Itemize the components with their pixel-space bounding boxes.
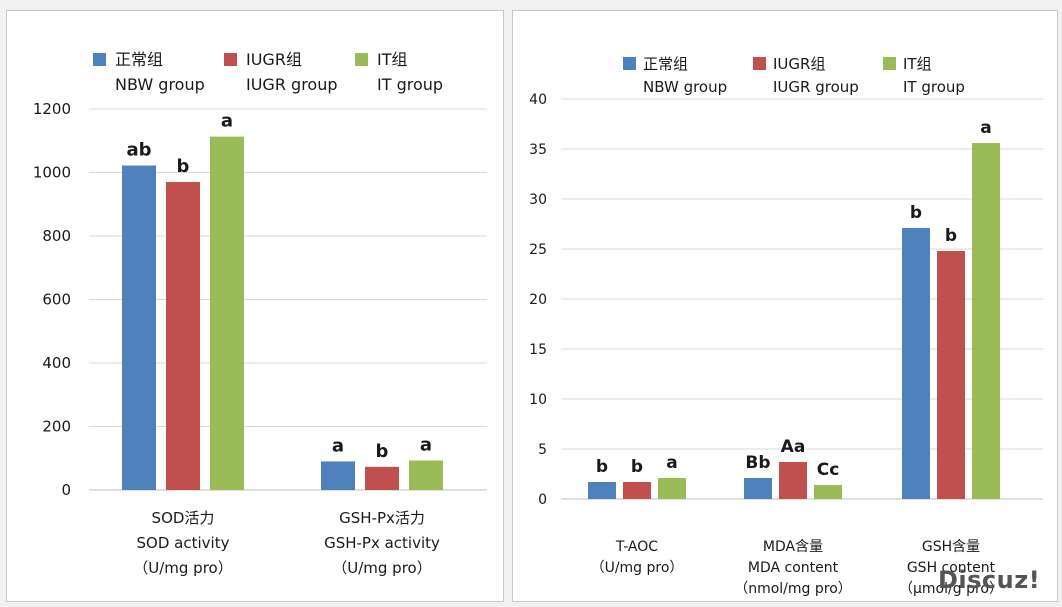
category-label-1-line0: GSH-Px活力 [339, 509, 425, 527]
data-label-series2-cat0: a [666, 453, 677, 473]
chart-panel-antioxidant-indices: 正常组 NBW group IUGR组 IUGR group IT组 IT group 0 5… [512, 10, 1058, 602]
category-label-1-line2: （nmol/mg pro） [734, 581, 852, 597]
data-label-series1-cat1: Aa [781, 437, 806, 457]
y-tick-label-1: 200 [42, 418, 71, 436]
legend-label-zh-2: IT组 [377, 50, 408, 69]
legend-swatch-1 [753, 57, 766, 70]
data-label-series0-cat0: ab [126, 140, 151, 161]
category-label-0-line2: （U/mg pro） [133, 559, 232, 577]
legend-label-zh-0: 正常组 [643, 55, 688, 73]
y-tick-label-3: 600 [42, 291, 71, 309]
legend-label-en-0: NBW group [115, 75, 205, 94]
data-label-series0-cat2: b [910, 203, 922, 223]
y-tick-label-7: 35 [529, 142, 547, 158]
category-label-1-line1: GSH-Px activity [324, 534, 440, 552]
data-label-series2-cat1: a [420, 434, 432, 455]
y-tick-label-5: 1000 [33, 164, 71, 182]
bar-series0-cat0 [588, 482, 616, 499]
y-tick-label-5: 25 [529, 242, 547, 258]
legend-swatch-0 [623, 57, 636, 70]
y-tick-label-4: 20 [529, 292, 547, 308]
bar-series1-cat1 [365, 466, 399, 490]
bar-series0-cat1 [744, 478, 772, 499]
chart-panel-antioxidant-enzymes: 正常组 NBW group IUGR组 IUGR group IT组 IT group 0 2… [6, 10, 504, 602]
y-tick-label-0: 0 [538, 492, 547, 508]
bar-series2-cat1 [409, 460, 443, 490]
y-tick-label-0: 0 [61, 481, 71, 499]
bar-series1-cat0 [166, 182, 200, 490]
data-label-series1-cat2: b [945, 226, 957, 246]
data-label-series1-cat1: b [376, 441, 389, 462]
data-label-series0-cat0: b [596, 457, 608, 477]
category-label-0-line1: SOD activity [137, 534, 230, 552]
y-tick-label-6: 1200 [33, 100, 71, 118]
category-label-2-line0: GSH含量 [922, 539, 980, 555]
legend-label-zh-0: 正常组 [115, 50, 163, 69]
chart-sod-gshpx: 正常组 NBW group IUGR组 IUGR group IT组 IT group 0 2… [33, 50, 487, 577]
legend-label-en-0: NBW group [643, 78, 727, 96]
y-tick-label-6: 30 [529, 192, 547, 208]
category-label-1-line2: （U/mg pro） [332, 559, 431, 577]
legend-swatch-0 [93, 53, 106, 66]
data-label-series1-cat0: b [177, 156, 190, 177]
data-label-series2-cat0: a [221, 111, 233, 132]
bar-series2-cat0 [658, 478, 686, 499]
data-label-series2-cat1: Cc [817, 460, 840, 480]
legend-label-en-2: IT group [903, 78, 965, 96]
category-label-2-line2: （μmol/g pro） [899, 581, 1003, 597]
legend-label-zh-2: IT组 [903, 55, 932, 73]
bar-series2-cat0 [210, 136, 244, 490]
legend-label-zh-1: IUGR组 [773, 55, 825, 73]
data-label-series0-cat1: Bb [745, 453, 770, 473]
y-tick-label-2: 400 [42, 354, 71, 372]
watermark-text: Discuz! [938, 566, 1041, 594]
data-label-series0-cat1: a [332, 435, 344, 456]
category-label-0-line0: SOD活力 [152, 509, 215, 527]
category-label-1-line1: MDA content [748, 560, 839, 576]
legend-swatch-1 [224, 53, 237, 66]
category-label-1-line0: MDA含量 [763, 539, 823, 555]
bar-series1-cat0 [623, 482, 651, 499]
legend-label-en-2: IT group [377, 75, 443, 94]
bar-series0-cat2 [902, 228, 930, 499]
data-label-series2-cat2: a [980, 118, 991, 138]
bar-series2-cat2 [972, 143, 1000, 499]
y-tick-label-2: 10 [529, 392, 547, 408]
chart-taoc-mda-gsh: 正常组 NBW group IUGR组 IUGR group IT组 IT group 0 5… [529, 55, 1043, 597]
bar-series1-cat1 [779, 462, 807, 499]
bar-series0-cat1 [321, 461, 355, 490]
y-tick-label-1: 5 [538, 442, 547, 458]
y-tick-label-3: 15 [529, 342, 547, 358]
category-label-2-line1: GSH content [907, 560, 996, 576]
legend-label-en-1: IUGR group [773, 78, 859, 96]
y-tick-label-8: 40 [529, 92, 547, 108]
y-tick-label-4: 800 [42, 227, 71, 245]
data-label-series1-cat0: b [631, 457, 643, 477]
category-label-0-line0: T-AOC [615, 539, 658, 555]
legend-label-en-1: IUGR group [246, 75, 338, 94]
legend-swatch-2 [883, 57, 896, 70]
bar-series1-cat2 [937, 251, 965, 499]
legend-label-zh-1: IUGR组 [246, 50, 302, 69]
bar-series2-cat1 [814, 485, 842, 499]
legend-swatch-2 [355, 53, 368, 66]
category-label-0-line1: （U/mg pro） [591, 560, 684, 576]
bar-series0-cat0 [122, 165, 156, 490]
